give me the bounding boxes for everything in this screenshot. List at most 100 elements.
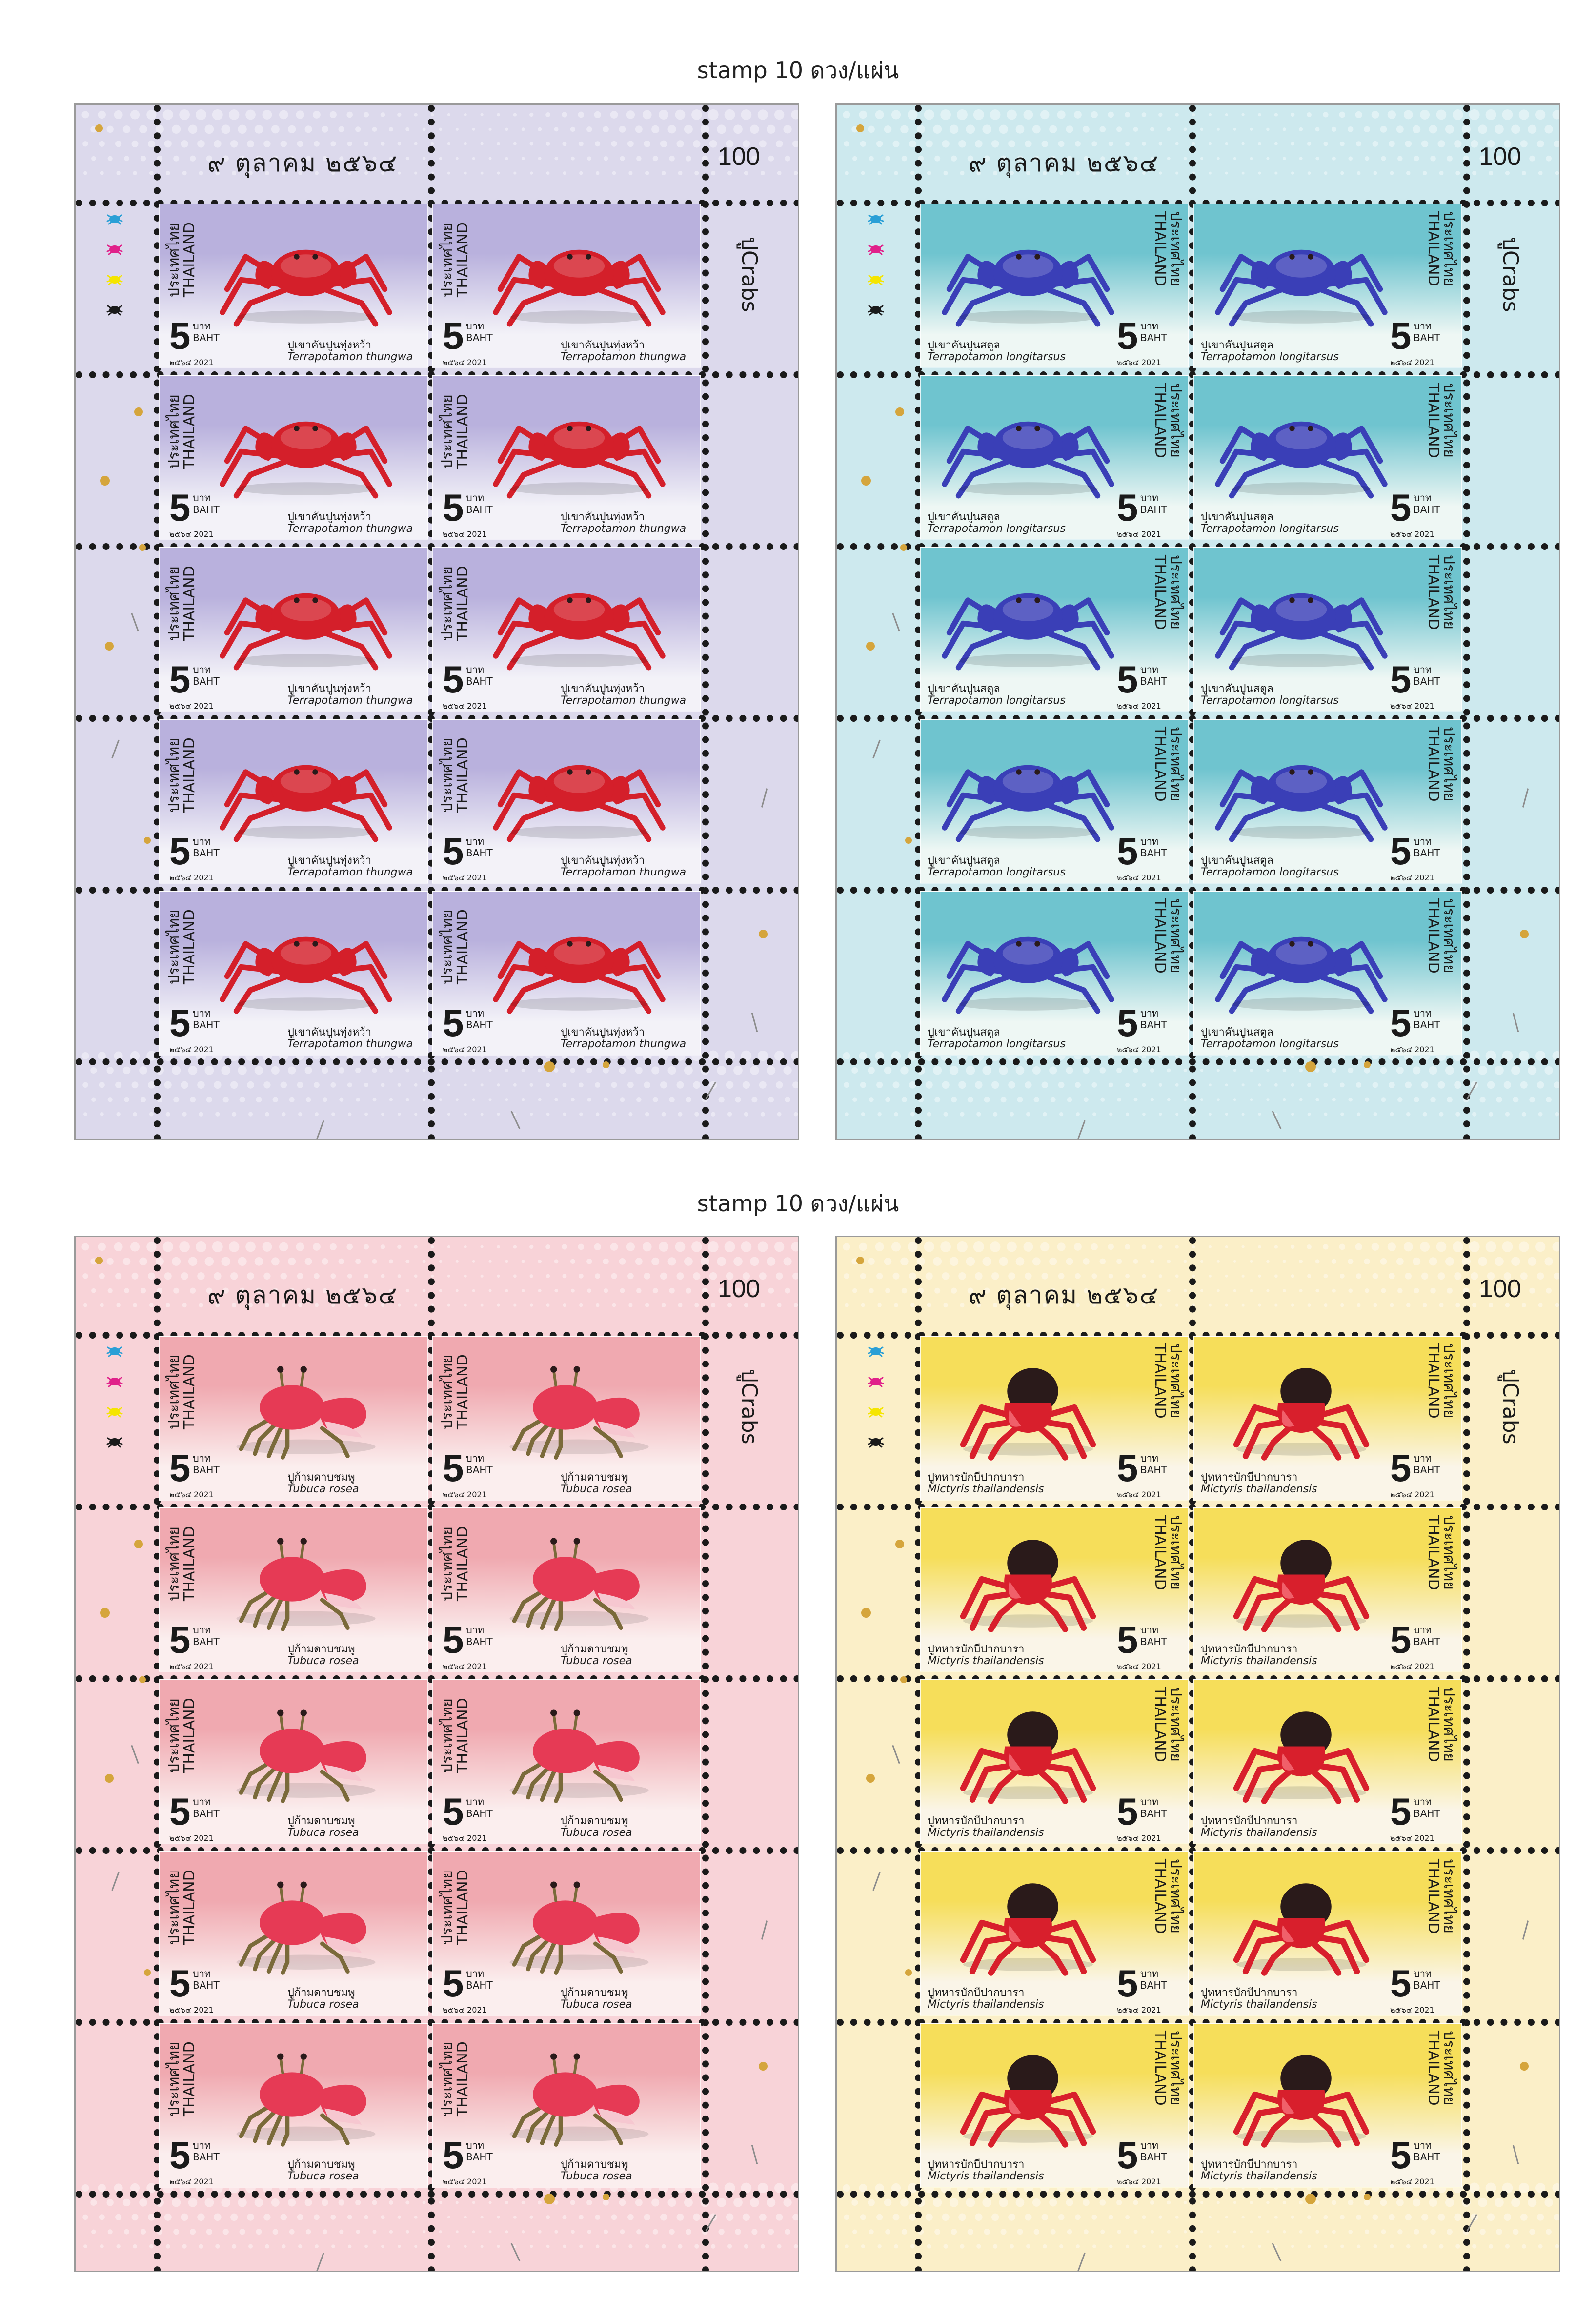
crab-illustration-icon [493,421,666,499]
stamp-unit-en: BAHT [193,1019,220,1031]
crab-icon [866,299,886,319]
stamp-country-en: THAILAND [454,222,471,297]
stamp-unit-th: บาท [193,664,211,675]
stamp-unit-th: บาท [1414,1796,1432,1808]
stamp-country: ประเทศไทย THAILAND [165,1870,198,1945]
stamp[interactable]: ประเทศไทย THAILAND 5 บาท BAHT ๒๕๖๔ 2021 ปูทหาร… [920,1851,1189,2016]
stamp[interactable]: ประเทศไทย THAILAND 5 บาท BAHT ๒๕๖๔ 2021 ปูเขาค… [159,547,428,712]
stamp-denomination: 5 [169,2134,191,2177]
stamp-unit-en: BAHT [466,847,493,859]
stamp-unit-th: บาท [1414,1624,1432,1636]
stamp-country: ประเทศไทย THAILAND [439,909,471,984]
stamp-name-th: ปูทหารบักบีปากบารา [1201,1987,1298,1999]
stamp-name-scientific: Tubuca rosea [561,1483,632,1495]
stamp[interactable]: ประเทศไทย THAILAND 5 บาท BAHT ๒๕๖๔ 2021 ปูเขาค… [920,204,1189,368]
stamp[interactable]: ประเทศไทย THAILAND 5 บาท BAHT ๒๕๖๔ 2021 ปูก้าม… [159,1336,428,1501]
stamp[interactable]: ประเทศไทย THAILAND 5 บาท BAHT ๒๕๖๔ 2021 ปูเขาค… [159,375,428,540]
stamp-unit-en: BAHT [1140,1636,1167,1648]
stamp-country: ประเทศไทย THAILAND [1152,1687,1185,1762]
stamp[interactable]: ประเทศไทย THAILAND 5 บาท BAHT ๒๕๖๔ 2021 ปูเขาค… [1193,719,1462,884]
stamp-country-th: ประเทศไทย [1440,727,1457,801]
stamp-country-en: THAILAND [1425,383,1442,458]
stamp-denomination: 5 [1390,1962,1412,2005]
decorative-dot [603,2194,609,2200]
stamp[interactable]: ประเทศไทย THAILAND 5 บาท BAHT ๒๕๖๔ 2021 ปูทหาร… [1193,1336,1462,1501]
stamp[interactable]: ประเทศไทย THAILAND 5 บาท BAHT ๒๕๖๔ 2021 ปูก้าม… [432,1336,701,1501]
crab-illustration-icon [509,1366,649,1460]
stamp[interactable]: ประเทศไทย THAILAND 5 บาท BAHT ๒๕๖๔ 2021 ปูทหาร… [920,1336,1189,1501]
stamp-country-th: ประเทศไทย [165,910,182,984]
stamp[interactable]: ประเทศไทย THAILAND 5 บาท BAHT ๒๕๖๔ 2021 ปูทหาร… [1193,1851,1462,2016]
stamp[interactable]: ประเทศไทย THAILAND 5 บาท BAHT ๒๕๖๔ 2021 ปูเขาค… [920,547,1189,712]
stamp[interactable]: ประเทศไทย THAILAND 5 บาท BAHT ๒๕๖๔ 2021 ปูก้าม… [159,1507,428,1672]
stamp-unit-en: BAHT [1140,847,1167,859]
stamp[interactable]: ประเทศไทย THAILAND 5 บาท BAHT ๒๕๖๔ 2021 ปูเขาค… [432,204,701,368]
stamp-denomination: 5 [1390,1790,1412,1833]
stamp-country-th: ประเทศไทย [1167,1515,1184,1590]
stamp-year: ๒๕๖๔ 2021 [1390,701,1434,711]
stamp[interactable]: ประเทศไทย THAILAND 5 บาท BAHT ๒๕๖๔ 2021 ปูก้าม… [159,2023,428,2188]
stamp-country-th: ประเทศไทย [1440,898,1457,973]
stamp[interactable]: ประเทศไทย THAILAND 5 บาท BAHT ๒๕๖๔ 2021 ปูก้าม… [432,2023,701,2188]
sheet-value: 100 [1479,1275,1521,1303]
decorative-dot [100,476,110,486]
stamp-country-th: ประเทศไทย [439,738,456,813]
stamp[interactable]: ประเทศไทย THAILAND 5 บาท BAHT ๒๕๖๔ 2021 ปูเขาค… [920,375,1189,540]
stamp-name-th: ปูเขาคันปูนสตูล [1201,511,1273,523]
stamp-unit-th: บาท [193,2139,211,2151]
stamp[interactable]: ประเทศไทย THAILAND 5 บาท BAHT ๒๕๖๔ 2021 ปูก้าม… [159,1851,428,2016]
stamp[interactable]: ประเทศไทย THAILAND 5 บาท BAHT ๒๕๖๔ 2021 ปูก้าม… [432,1679,701,1844]
stamp-name-th: ปูก้ามดาบชมพู [561,1471,628,1484]
stamp-name-th: ปูเขาคันปูนสตูล [928,855,1000,867]
stamp[interactable]: ประเทศไทย THAILAND 5 บาท BAHT ๒๕๖๔ 2021 ปูทหาร… [920,1507,1189,1672]
stamp-country: ประเทศไทย THAILAND [165,222,198,297]
stamp-country: ประเทศไทย THAILAND [1425,1343,1458,1419]
stamp[interactable]: ประเทศไทย THAILAND 5 บาท BAHT ๒๕๖๔ 2021 ปูเขาค… [432,891,701,1056]
stamp-denomination: 5 [443,1618,464,1661]
stamp-unit-th: บาท [1140,1624,1159,1636]
stamp-country-en: THAILAND [1425,1859,1442,1934]
stamp-name-th: ปูทหารบักบีปากบารา [928,1471,1025,1484]
stamp[interactable]: ประเทศไทย THAILAND 5 บาท BAHT ๒๕๖๔ 2021 ปูเขาค… [159,719,428,884]
stamp[interactable]: ประเทศไทย THAILAND 5 บาท BAHT ๒๕๖๔ 2021 ปูเขาค… [432,719,701,884]
stamp[interactable]: ประเทศไทย THAILAND 5 บาท BAHT ๒๕๖๔ 2021 ปูเขาค… [920,719,1189,884]
stamp[interactable]: ประเทศไทย THAILAND 5 บาท BAHT ๒๕๖๔ 2021 ปูเขาค… [432,375,701,540]
stamp-unit-en: BAHT [466,504,493,515]
crab-illustration-icon [220,249,392,327]
stamp-country-th: ประเทศไทย [1440,1859,1457,1933]
stamp[interactable]: ประเทศไทย THAILAND 5 บาท BAHT ๒๕๖๔ 2021 ปูเขาค… [159,204,428,368]
perforation-row [76,2191,798,2198]
crab-illustration-icon [960,1368,1096,1461]
stamp-name-scientific: Tubuca rosea [287,1483,359,1495]
stamp-country-th: ประเทศไทย [1440,1515,1457,1590]
stamp-name-scientific: Tubuca rosea [561,1998,632,2011]
stamp-denomination: 5 [443,1790,464,1833]
stamp[interactable]: ประเทศไทย THAILAND 5 บาท BAHT ๒๕๖๔ 2021 ปูทหาร… [920,1679,1189,1844]
decorative-dot [105,642,114,651]
stamp[interactable]: ประเทศไทย THAILAND 5 บาท BAHT ๒๕๖๔ 2021 ปูทหาร… [1193,2023,1462,2188]
stamp-country: ประเทศไทย THAILAND [439,222,471,297]
stamp[interactable]: ประเทศไทย THAILAND 5 บาท BAHT ๒๕๖๔ 2021 ปูเขาค… [1193,375,1462,540]
stamp[interactable]: ประเทศไทย THAILAND 5 บาท BAHT ๒๕๖๔ 2021 ปูเขาค… [1193,204,1462,368]
stamp-name-scientific: Tubuca rosea [561,1655,632,1667]
stamp[interactable]: ประเทศไทย THAILAND 5 บาท BAHT ๒๕๖๔ 2021 ปูทหาร… [920,2023,1189,2188]
stamp-name-scientific: Terrapotamon thungwa [561,351,687,363]
stamp[interactable]: ประเทศไทย THAILAND 5 บาท BAHT ๒๕๖๔ 2021 ปูเขาค… [1193,891,1462,1056]
stamp[interactable]: ประเทศไทย THAILAND 5 บาท BAHT ๒๕๖๔ 2021 ปูก้าม… [432,1851,701,2016]
stamp-country: ประเทศไทย THAILAND [1152,2031,1185,2106]
decorative-dot [900,544,907,551]
stamp[interactable]: ประเทศไทย THAILAND 5 บาท BAHT ๒๕๖๔ 2021 ปูเขาค… [159,891,428,1056]
stamp[interactable]: ประเทศไทย THAILAND 5 บาท BAHT ๒๕๖๔ 2021 ปูเขาค… [920,891,1189,1056]
stamp-year: ๒๕๖๔ 2021 [169,701,214,711]
stamp[interactable]: ประเทศไทย THAILAND 5 บาท BAHT ๒๕๖๔ 2021 ปูเขาค… [1193,547,1462,712]
stamp-country: ประเทศไทย THAILAND [1425,898,1458,974]
stamp[interactable]: ประเทศไทย THAILAND 5 บาท BAHT ๒๕๖๔ 2021 ปูทหาร… [1193,1507,1462,1672]
stamp-name-th: ปูเขาคันปูนสตูล [1201,339,1273,351]
stamp-denomination: 5 [1117,1446,1138,1489]
stamp-country-th: ประเทศไทย [1167,2031,1184,2105]
stamp[interactable]: ประเทศไทย THAILAND 5 บาท BAHT ๒๕๖๔ 2021 ปูทหาร… [1193,1679,1462,1844]
stamp[interactable]: ประเทศไทย THAILAND 5 บาท BAHT ๒๕๖๔ 2021 ปูก้าม… [432,1507,701,1672]
stamp[interactable]: ประเทศไทย THAILAND 5 บาท BAHT ๒๕๖๔ 2021 ปูก้าม… [159,1679,428,1844]
stamp-denomination: 5 [169,1962,191,2005]
stamp[interactable]: ประเทศไทย THAILAND 5 บาท BAHT ๒๕๖๔ 2021 ปูเขาค… [432,547,701,712]
